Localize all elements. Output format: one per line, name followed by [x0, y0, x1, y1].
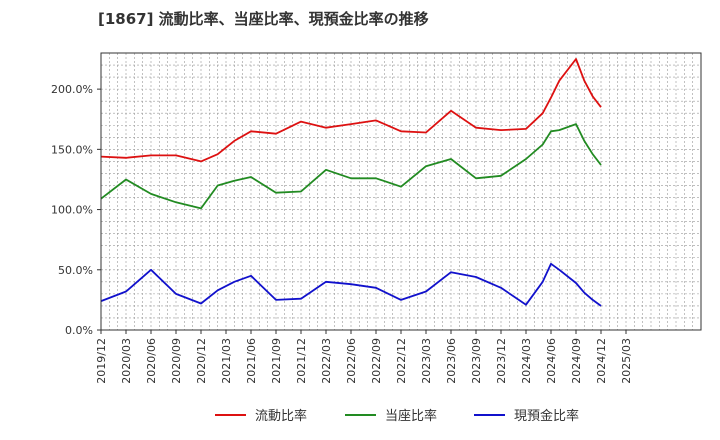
chart-title: [1867] 流動比率、当座比率、現預金比率の推移	[98, 10, 429, 28]
x-tick-label: 2021/12	[295, 338, 308, 384]
y-tick-label: 100.0%	[51, 204, 93, 217]
x-tick-label: 2023/03	[420, 338, 433, 384]
series-line-2	[100, 262, 602, 307]
x-tick-label: 2020/06	[145, 338, 158, 384]
legend-label-0: 流動比率	[255, 408, 307, 424]
x-tick-label: 2024/12	[595, 338, 608, 384]
series-layer	[100, 58, 602, 307]
x-tick-label: 2021/06	[245, 338, 258, 384]
x-tick-label: 2020/09	[170, 338, 183, 384]
x-tick-label: 2019/12	[95, 338, 108, 384]
legend-label-1: 当座比率	[385, 408, 437, 424]
x-tick-label: 2020/03	[120, 338, 133, 384]
legend: 流動比率 当座比率 現預金比率	[215, 408, 579, 424]
x-axis-ticks: 2019/12 2020/03 2020/06 2020/09 2020/12 2021/…	[95, 330, 633, 384]
x-tick-label: 2022/03	[320, 338, 333, 384]
plot-background	[101, 53, 701, 330]
x-tick-label: 2022/09	[370, 338, 383, 384]
x-tick-label: 2023/09	[470, 338, 483, 384]
y-axis-ticks: 0.0% 50.0% 100.0% 150.0% 200.0%	[51, 83, 101, 337]
x-tick-label: 2024/09	[570, 338, 583, 384]
plot-area	[101, 53, 701, 330]
y-tick-label: 50.0%	[58, 264, 93, 277]
x-tick-label: 2024/03	[520, 338, 533, 384]
x-tick-label: 2022/06	[345, 338, 358, 384]
x-tick-label: 2023/12	[495, 338, 508, 384]
x-tick-label: 2021/09	[270, 338, 283, 384]
x-tick-label: 2025/03	[620, 338, 633, 384]
x-tick-label: 2021/03	[220, 338, 233, 384]
legend-label-2: 現預金比率	[514, 408, 579, 424]
y-tick-label: 200.0%	[51, 83, 93, 96]
x-tick-label: 2023/06	[445, 338, 458, 384]
y-tick-label: 150.0%	[51, 143, 93, 156]
y-tick-label: 0.0%	[65, 324, 93, 337]
grid	[100, 52, 702, 331]
x-tick-label: 2022/12	[395, 338, 408, 384]
x-tick-label: 2024/06	[545, 338, 558, 384]
series-line-1	[100, 123, 602, 210]
series-line-0	[100, 58, 602, 163]
x-tick-label: 2020/12	[195, 338, 208, 384]
